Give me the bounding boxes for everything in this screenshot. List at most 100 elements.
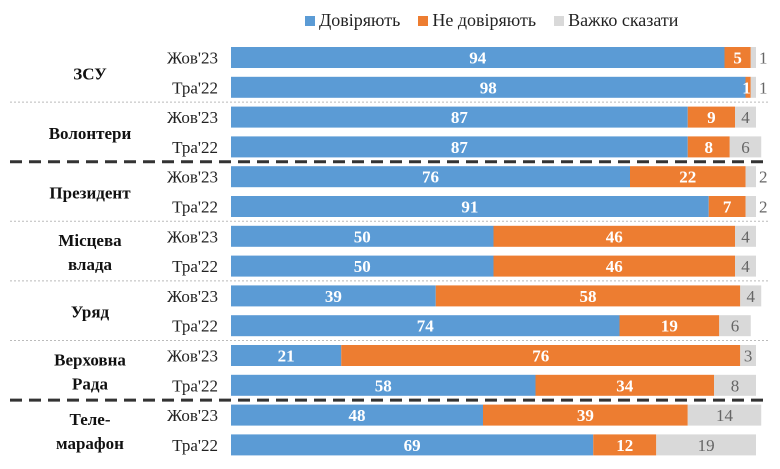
data-label: 7: [723, 198, 732, 217]
period-label: Жов'23: [167, 347, 218, 366]
period-label: Тра'22: [172, 376, 218, 395]
bar-segment-trust: [231, 255, 494, 277]
period-label: Жов'23: [167, 227, 218, 246]
data-label: 21: [278, 347, 295, 366]
bar-segment-distrust: [619, 315, 720, 337]
bar-segment-hard-to-say: [719, 315, 751, 337]
bar-segment-hard-to-say: [740, 285, 762, 307]
data-label: 48: [349, 406, 366, 425]
data-label: 4: [747, 287, 756, 306]
data-label: 9: [707, 108, 716, 127]
legend-swatch-distrust: [418, 15, 429, 26]
legend-swatch-hard-to-say: [554, 15, 565, 26]
data-label: 8: [705, 138, 714, 157]
bar-segment-distrust: [630, 166, 746, 188]
bar-segment-trust: [231, 106, 688, 128]
data-label: 87: [451, 108, 469, 127]
bar-segment-distrust: [708, 196, 746, 217]
legend-item-hard-to-say[interactable]: Важко сказати: [554, 10, 678, 31]
group-label: Теле-: [70, 410, 111, 429]
bar-segment-trust: [231, 166, 630, 188]
data-label: 2: [759, 198, 768, 217]
period-label: Тра'22: [172, 436, 218, 455]
legend-item-trust[interactable]: Довіряють: [305, 10, 400, 31]
bar-segment-distrust: [493, 225, 735, 247]
data-label: 3: [744, 347, 753, 366]
group-label: марафон: [56, 434, 124, 453]
bar-segment-trust: [231, 136, 688, 158]
group-label: влада: [68, 255, 113, 274]
data-label: 19: [698, 436, 715, 455]
bar-segment-hard-to-say: [745, 196, 756, 217]
bar-segment-trust: [231, 315, 620, 337]
bar-segment-trust: [231, 404, 483, 426]
legend-item-distrust[interactable]: Не довіряють: [418, 10, 536, 31]
data-label: 34: [616, 376, 634, 395]
data-label: 5: [733, 49, 742, 68]
bar-segment-distrust: [483, 404, 688, 426]
group-label: Місцева: [58, 231, 122, 250]
data-label: 58: [580, 287, 597, 306]
bar-segment-hard-to-say: [656, 434, 756, 456]
data-label: 74: [417, 317, 435, 336]
data-label: 2: [759, 168, 768, 187]
period-label: Жов'23: [167, 406, 218, 425]
period-label: Тра'22: [172, 257, 218, 276]
bar-segment-distrust: [535, 374, 714, 396]
period-label: Тра'22: [172, 317, 218, 336]
data-label: 39: [325, 287, 342, 306]
group-label: Рада: [72, 374, 108, 393]
bar-segment-hard-to-say: [740, 345, 756, 366]
bar-segment-trust: [231, 345, 342, 366]
period-label: Тра'22: [172, 138, 218, 157]
data-label: 19: [661, 317, 678, 336]
legend-label-distrust: Не довіряють: [432, 10, 537, 30]
bar-segment-trust: [231, 374, 536, 396]
data-label: 46: [606, 257, 623, 276]
period-label: Жов'23: [167, 168, 218, 187]
bar-segment-hard-to-say: [735, 255, 756, 277]
data-label: 6: [741, 138, 750, 157]
bar-segment-distrust: [593, 434, 657, 456]
data-label: 91: [461, 198, 478, 217]
data-label: 76: [422, 168, 439, 187]
legend: Довіряють Не довіряють Важко сказати: [305, 10, 678, 31]
legend-label-trust: Довіряють: [319, 10, 401, 30]
data-label: 50: [354, 227, 371, 246]
bar-segment-distrust: [745, 76, 751, 98]
data-label: 50: [354, 257, 371, 276]
period-label: Тра'22: [172, 78, 218, 97]
bar-segment-trust: [231, 434, 594, 456]
group-label: ЗСУ: [73, 64, 107, 83]
bar-segment-distrust: [687, 136, 730, 158]
legend-swatch-trust: [305, 15, 315, 26]
bar-segment-hard-to-say: [735, 225, 756, 247]
bar-segment-hard-to-say: [750, 76, 756, 98]
data-label: 4: [741, 227, 750, 246]
legend-label-hard-to-say: Важко сказати: [568, 10, 679, 30]
bar-segment-trust: [231, 196, 709, 217]
bar-segment-trust: [231, 47, 725, 68]
period-label: Жов'23: [167, 287, 218, 306]
period-label: Жов'23: [167, 49, 218, 68]
data-label: 4: [741, 257, 750, 276]
bar-segment-distrust: [687, 106, 735, 128]
data-label: 6: [731, 317, 740, 336]
data-label: 98: [480, 78, 497, 97]
group-label: Уряд: [71, 303, 110, 322]
bar-segment-hard-to-say: [687, 404, 762, 426]
data-label: 39: [577, 406, 594, 425]
bar-segment-trust: [231, 285, 436, 307]
bar-segment-distrust: [435, 285, 741, 307]
data-label: 69: [404, 436, 421, 455]
bar-segment-hard-to-say: [750, 47, 756, 68]
period-label: Тра'22: [172, 198, 218, 217]
bar-segment-hard-to-say: [745, 166, 756, 188]
data-label: 14: [716, 406, 734, 425]
data-label: 94: [469, 49, 487, 68]
data-label: 1: [742, 78, 751, 97]
data-label: 1: [759, 49, 768, 68]
data-label: 4: [741, 108, 750, 127]
data-label: 22: [679, 168, 696, 187]
